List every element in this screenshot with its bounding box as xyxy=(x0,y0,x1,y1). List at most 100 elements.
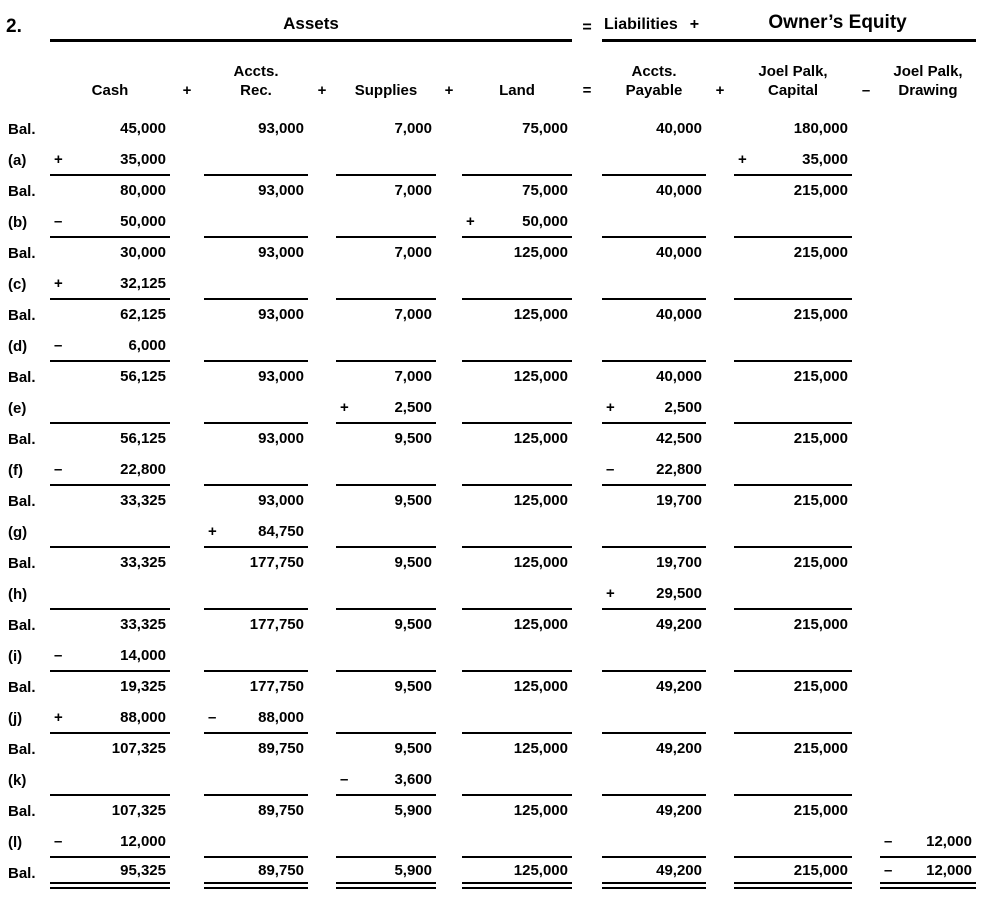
capital-amount xyxy=(734,765,852,796)
plus-separator-1: + xyxy=(182,82,192,99)
spacer xyxy=(706,176,734,207)
cash-value: 22,800 xyxy=(120,461,166,478)
land-amount: 125,000 xyxy=(462,858,572,889)
supplies-amount xyxy=(336,579,436,610)
cash-amount: 107,325 xyxy=(50,734,170,765)
spacer xyxy=(436,331,462,362)
cash-value: 95,325 xyxy=(120,861,166,879)
drawing-amount xyxy=(880,176,976,207)
accounts-receivable-amount: 89,750 xyxy=(204,858,308,889)
spacer xyxy=(852,610,880,641)
accounts-receivable-amount xyxy=(204,579,308,610)
spacer xyxy=(308,455,336,486)
land-value: 125,000 xyxy=(513,430,568,447)
capital-amount: 215,000 xyxy=(734,300,852,331)
table-row: Bal. 107,325 89,750 9,500 125,000 49,200… xyxy=(6,734,976,765)
row-label: Bal. xyxy=(8,865,36,882)
table-row: Bal. 107,325 89,750 5,900 125,000 49,200… xyxy=(6,796,976,827)
supplies-value: 7,000 xyxy=(394,244,432,261)
accounts-payable-amount: 49,200 xyxy=(602,672,706,703)
spacer xyxy=(572,331,602,362)
supplies-value: 5,900 xyxy=(394,861,432,879)
accounts-payable-value: 49,200 xyxy=(656,802,702,819)
capital-amount: 215,000 xyxy=(734,548,852,579)
cash-amount: 62,125 xyxy=(50,300,170,331)
capital-amount: 215,000 xyxy=(734,486,852,517)
cash-value: 107,325 xyxy=(111,802,166,819)
accounts-payable-amount: +2,500 xyxy=(602,393,706,424)
accounts-receivable-amount: 93,000 xyxy=(204,424,308,455)
spacer xyxy=(170,517,204,548)
supplies-amount: 9,500 xyxy=(336,548,436,579)
table-row: Bal. 45,000 93,000 7,000 75,000 40,000 1… xyxy=(6,114,976,145)
accounts-payable-value: 49,200 xyxy=(656,678,702,695)
table-row: (h) +29,500 xyxy=(6,579,976,610)
accounts-receivable-amount xyxy=(204,331,308,362)
land-amount: 125,000 xyxy=(462,548,572,579)
cash-amount: 45,000 xyxy=(50,114,170,145)
table-row: (e) +2,500 +2,500 xyxy=(6,393,976,424)
spacer xyxy=(706,300,734,331)
cash-value: 80,000 xyxy=(120,182,166,199)
capital-amount: 215,000 xyxy=(734,176,852,207)
cash-amount: – 22,800 xyxy=(50,455,170,486)
table-row: (c) +32,125 xyxy=(6,269,976,300)
table-row: (k) – 3,600 xyxy=(6,765,976,796)
spacer xyxy=(436,238,462,269)
accounts-receivable-value: 177,750 xyxy=(249,554,304,571)
land-amount xyxy=(462,641,572,672)
drawing-sign: – xyxy=(884,861,893,879)
spacer xyxy=(572,207,602,238)
spacer xyxy=(852,269,880,300)
spacer xyxy=(572,486,602,517)
capital-value: 215,000 xyxy=(793,616,848,633)
land-sign: + xyxy=(466,213,475,230)
drawing-amount xyxy=(880,579,976,610)
row-label: (f) xyxy=(8,462,23,479)
supplies-value: 5,900 xyxy=(394,802,432,819)
capital-sign: + xyxy=(738,151,747,168)
equals-heading: = xyxy=(582,19,592,36)
worksheet-title-row: 2. Assets = Liabilities + Owner’s Equity xyxy=(6,8,976,42)
supplies-value: 7,000 xyxy=(394,120,432,137)
spacer xyxy=(852,858,880,889)
cash-value: 6,000 xyxy=(128,337,166,354)
accounts-payable-amount: 40,000 xyxy=(602,114,706,145)
drawing-amount xyxy=(880,207,976,238)
spacer xyxy=(706,393,734,424)
spacer xyxy=(308,641,336,672)
accounts-payable-amount: 40,000 xyxy=(602,238,706,269)
accounts-receivable-value: 93,000 xyxy=(258,306,304,323)
cash-value: 62,125 xyxy=(120,306,166,323)
accounts-payable-amount: 49,200 xyxy=(602,858,706,889)
cash-value: 33,325 xyxy=(120,492,166,509)
spacer xyxy=(852,703,880,734)
supplies-sign: + xyxy=(340,399,349,416)
table-row: (a) +35,000 +35,000 xyxy=(6,145,976,176)
spacer xyxy=(706,362,734,393)
accounts-receivable-amount xyxy=(204,207,308,238)
row-label: (a) xyxy=(8,152,27,169)
land-amount xyxy=(462,827,572,858)
accounts-receivable-value: 89,750 xyxy=(258,802,304,819)
table-row: Bal. 19,325 177,750 9,500 125,000 49,200… xyxy=(6,672,976,703)
spacer xyxy=(852,548,880,579)
accounts-payable-sign: – xyxy=(606,461,615,478)
accounts-payable-value: 42,500 xyxy=(656,430,702,447)
cash-value: 33,325 xyxy=(120,554,166,571)
land-value: 125,000 xyxy=(513,616,568,633)
accounts-receivable-column-header: Accts. Rec. xyxy=(233,63,279,99)
cash-amount: +35,000 xyxy=(50,145,170,176)
supplies-value: 9,500 xyxy=(394,678,432,695)
capital-amount xyxy=(734,579,852,610)
spacer xyxy=(572,269,602,300)
supplies-amount xyxy=(336,827,436,858)
spacer xyxy=(852,486,880,517)
spacer xyxy=(170,114,204,145)
supplies-amount xyxy=(336,269,436,300)
spacer xyxy=(572,672,602,703)
supplies-amount: 9,500 xyxy=(336,424,436,455)
cash-amount: 30,000 xyxy=(50,238,170,269)
capital-amount: 215,000 xyxy=(734,796,852,827)
